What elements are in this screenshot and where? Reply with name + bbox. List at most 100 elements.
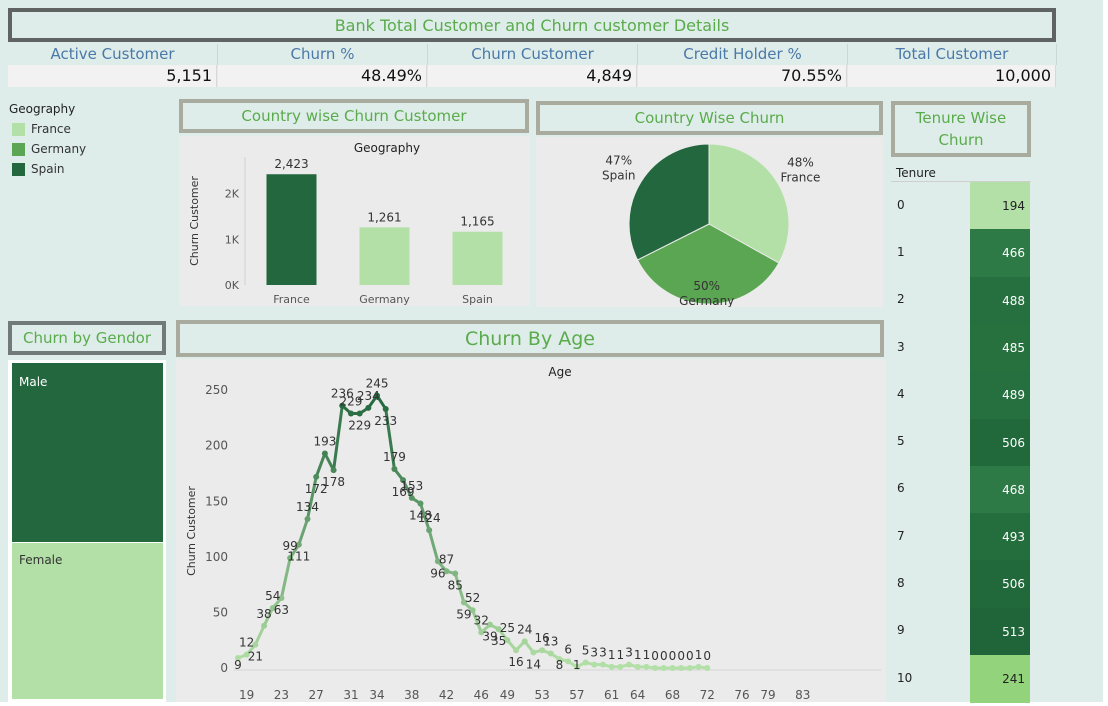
age-point[interactable] bbox=[469, 607, 476, 614]
legend-item-france[interactable]: France bbox=[12, 122, 71, 136]
age-point[interactable] bbox=[408, 494, 415, 501]
bar-y-axis-label: Churn Customer bbox=[188, 176, 201, 266]
bar-value-label: 1,165 bbox=[460, 215, 494, 229]
age-line-segment bbox=[453, 572, 466, 604]
age-point[interactable] bbox=[356, 410, 363, 417]
gender-male-block[interactable]: Male bbox=[12, 363, 163, 542]
tenure-cell[interactable]: 485 bbox=[970, 323, 1030, 372]
age-point[interactable] bbox=[582, 659, 589, 666]
gender-female-block[interactable]: Female bbox=[12, 543, 163, 699]
age-point[interactable] bbox=[652, 665, 659, 671]
age-point[interactable] bbox=[686, 665, 693, 671]
bar-germany[interactable] bbox=[359, 227, 410, 285]
tenure-label: 6 bbox=[897, 481, 905, 496]
age-point[interactable] bbox=[513, 647, 520, 654]
age-x-tick-label: 57 bbox=[569, 688, 584, 702]
age-line-segment bbox=[418, 501, 431, 532]
age-point[interactable] bbox=[382, 406, 389, 413]
age-point[interactable] bbox=[252, 641, 259, 648]
age-data-label: 236 bbox=[331, 387, 354, 401]
legend-item-germany[interactable]: Germany bbox=[12, 142, 86, 156]
age-point[interactable] bbox=[599, 661, 606, 668]
bar-france[interactable] bbox=[266, 174, 317, 285]
age-point[interactable] bbox=[347, 410, 354, 417]
age-point[interactable] bbox=[669, 665, 676, 671]
age-point[interactable] bbox=[565, 658, 572, 665]
age-point[interactable] bbox=[486, 621, 493, 628]
age-point[interactable] bbox=[426, 527, 433, 534]
age-data-label: 25 bbox=[500, 621, 515, 635]
age-data-label: 9 bbox=[234, 658, 242, 672]
age-point[interactable] bbox=[330, 467, 337, 474]
tenure-cell[interactable]: 488 bbox=[970, 276, 1030, 325]
age-point[interactable] bbox=[573, 663, 580, 670]
age-data-label: 16 bbox=[508, 655, 523, 669]
kpi-value-churn-pct: 48.49% bbox=[218, 65, 427, 87]
age-point[interactable] bbox=[460, 599, 467, 606]
pie-slice-germany[interactable] bbox=[636, 223, 780, 305]
legend-title: Geography bbox=[9, 102, 76, 116]
age-point[interactable] bbox=[591, 661, 598, 668]
age-line-segment bbox=[297, 517, 310, 547]
age-point[interactable] bbox=[278, 594, 285, 601]
age-point[interactable] bbox=[660, 665, 667, 671]
age-point[interactable] bbox=[304, 516, 311, 523]
tenure-cell[interactable]: 194 bbox=[970, 182, 1030, 230]
age-data-label: 1 bbox=[617, 648, 625, 662]
tenure-cell[interactable]: 493 bbox=[970, 513, 1030, 562]
pie-slice-france[interactable] bbox=[708, 143, 790, 264]
age-point[interactable] bbox=[626, 661, 633, 668]
age-point[interactable] bbox=[478, 629, 485, 636]
age-point[interactable] bbox=[391, 466, 398, 473]
age-point[interactable] bbox=[417, 500, 424, 507]
age-data-label: 3 bbox=[590, 646, 598, 660]
age-point[interactable] bbox=[235, 654, 241, 661]
age-point[interactable] bbox=[434, 558, 441, 565]
age-point[interactable] bbox=[365, 404, 372, 411]
tenure-cell[interactable]: 513 bbox=[970, 607, 1030, 656]
tenure-cell[interactable]: 466 bbox=[970, 229, 1030, 278]
age-x-tick-label: 27 bbox=[309, 688, 324, 702]
age-point[interactable] bbox=[495, 626, 502, 633]
age-point[interactable] bbox=[443, 568, 450, 575]
age-point[interactable] bbox=[643, 663, 650, 670]
age-point[interactable] bbox=[704, 665, 711, 671]
age-point[interactable] bbox=[530, 649, 537, 656]
bar-spain[interactable] bbox=[452, 231, 503, 285]
country-pie-chart: 48%France 50%Germany 47%Spain bbox=[602, 143, 820, 308]
age-point[interactable] bbox=[556, 656, 563, 663]
age-point[interactable] bbox=[374, 392, 381, 399]
kpi-label-active: Active Customer bbox=[8, 44, 218, 65]
age-data-label: 3 bbox=[625, 646, 633, 660]
age-point[interactable] bbox=[547, 650, 554, 657]
legend-item-spain[interactable]: Spain bbox=[12, 162, 65, 176]
tenure-cell[interactable]: 506 bbox=[970, 418, 1030, 467]
tenure-cell[interactable]: 489 bbox=[970, 371, 1030, 420]
age-point[interactable] bbox=[695, 663, 702, 670]
age-x-tick-label: 23 bbox=[274, 688, 289, 702]
age-data-label: 99 bbox=[282, 539, 297, 553]
age-point[interactable] bbox=[678, 665, 685, 671]
pie-percent-label: 50% bbox=[693, 279, 720, 293]
tenure-cell[interactable]: 241 bbox=[970, 655, 1030, 703]
age-point[interactable] bbox=[504, 637, 511, 644]
age-point[interactable] bbox=[617, 663, 624, 670]
age-point[interactable] bbox=[634, 663, 641, 670]
age-point[interactable] bbox=[295, 541, 302, 548]
age-point[interactable] bbox=[313, 473, 320, 480]
age-point[interactable] bbox=[452, 570, 459, 577]
age-point[interactable] bbox=[539, 647, 546, 654]
age-y-tick-label: 250 bbox=[205, 383, 228, 397]
tenure-cell[interactable]: 468 bbox=[970, 465, 1030, 514]
age-point[interactable] bbox=[400, 477, 407, 484]
pie-slice-spain[interactable] bbox=[628, 143, 710, 261]
age-point[interactable] bbox=[269, 604, 276, 611]
age-point[interactable] bbox=[521, 638, 528, 645]
age-point[interactable] bbox=[339, 402, 346, 409]
age-point[interactable] bbox=[321, 450, 328, 457]
age-point[interactable] bbox=[608, 663, 615, 670]
tenure-cell[interactable]: 506 bbox=[970, 560, 1030, 609]
age-point[interactable] bbox=[261, 622, 268, 629]
age-point[interactable] bbox=[287, 554, 294, 561]
age-point[interactable] bbox=[243, 651, 250, 658]
